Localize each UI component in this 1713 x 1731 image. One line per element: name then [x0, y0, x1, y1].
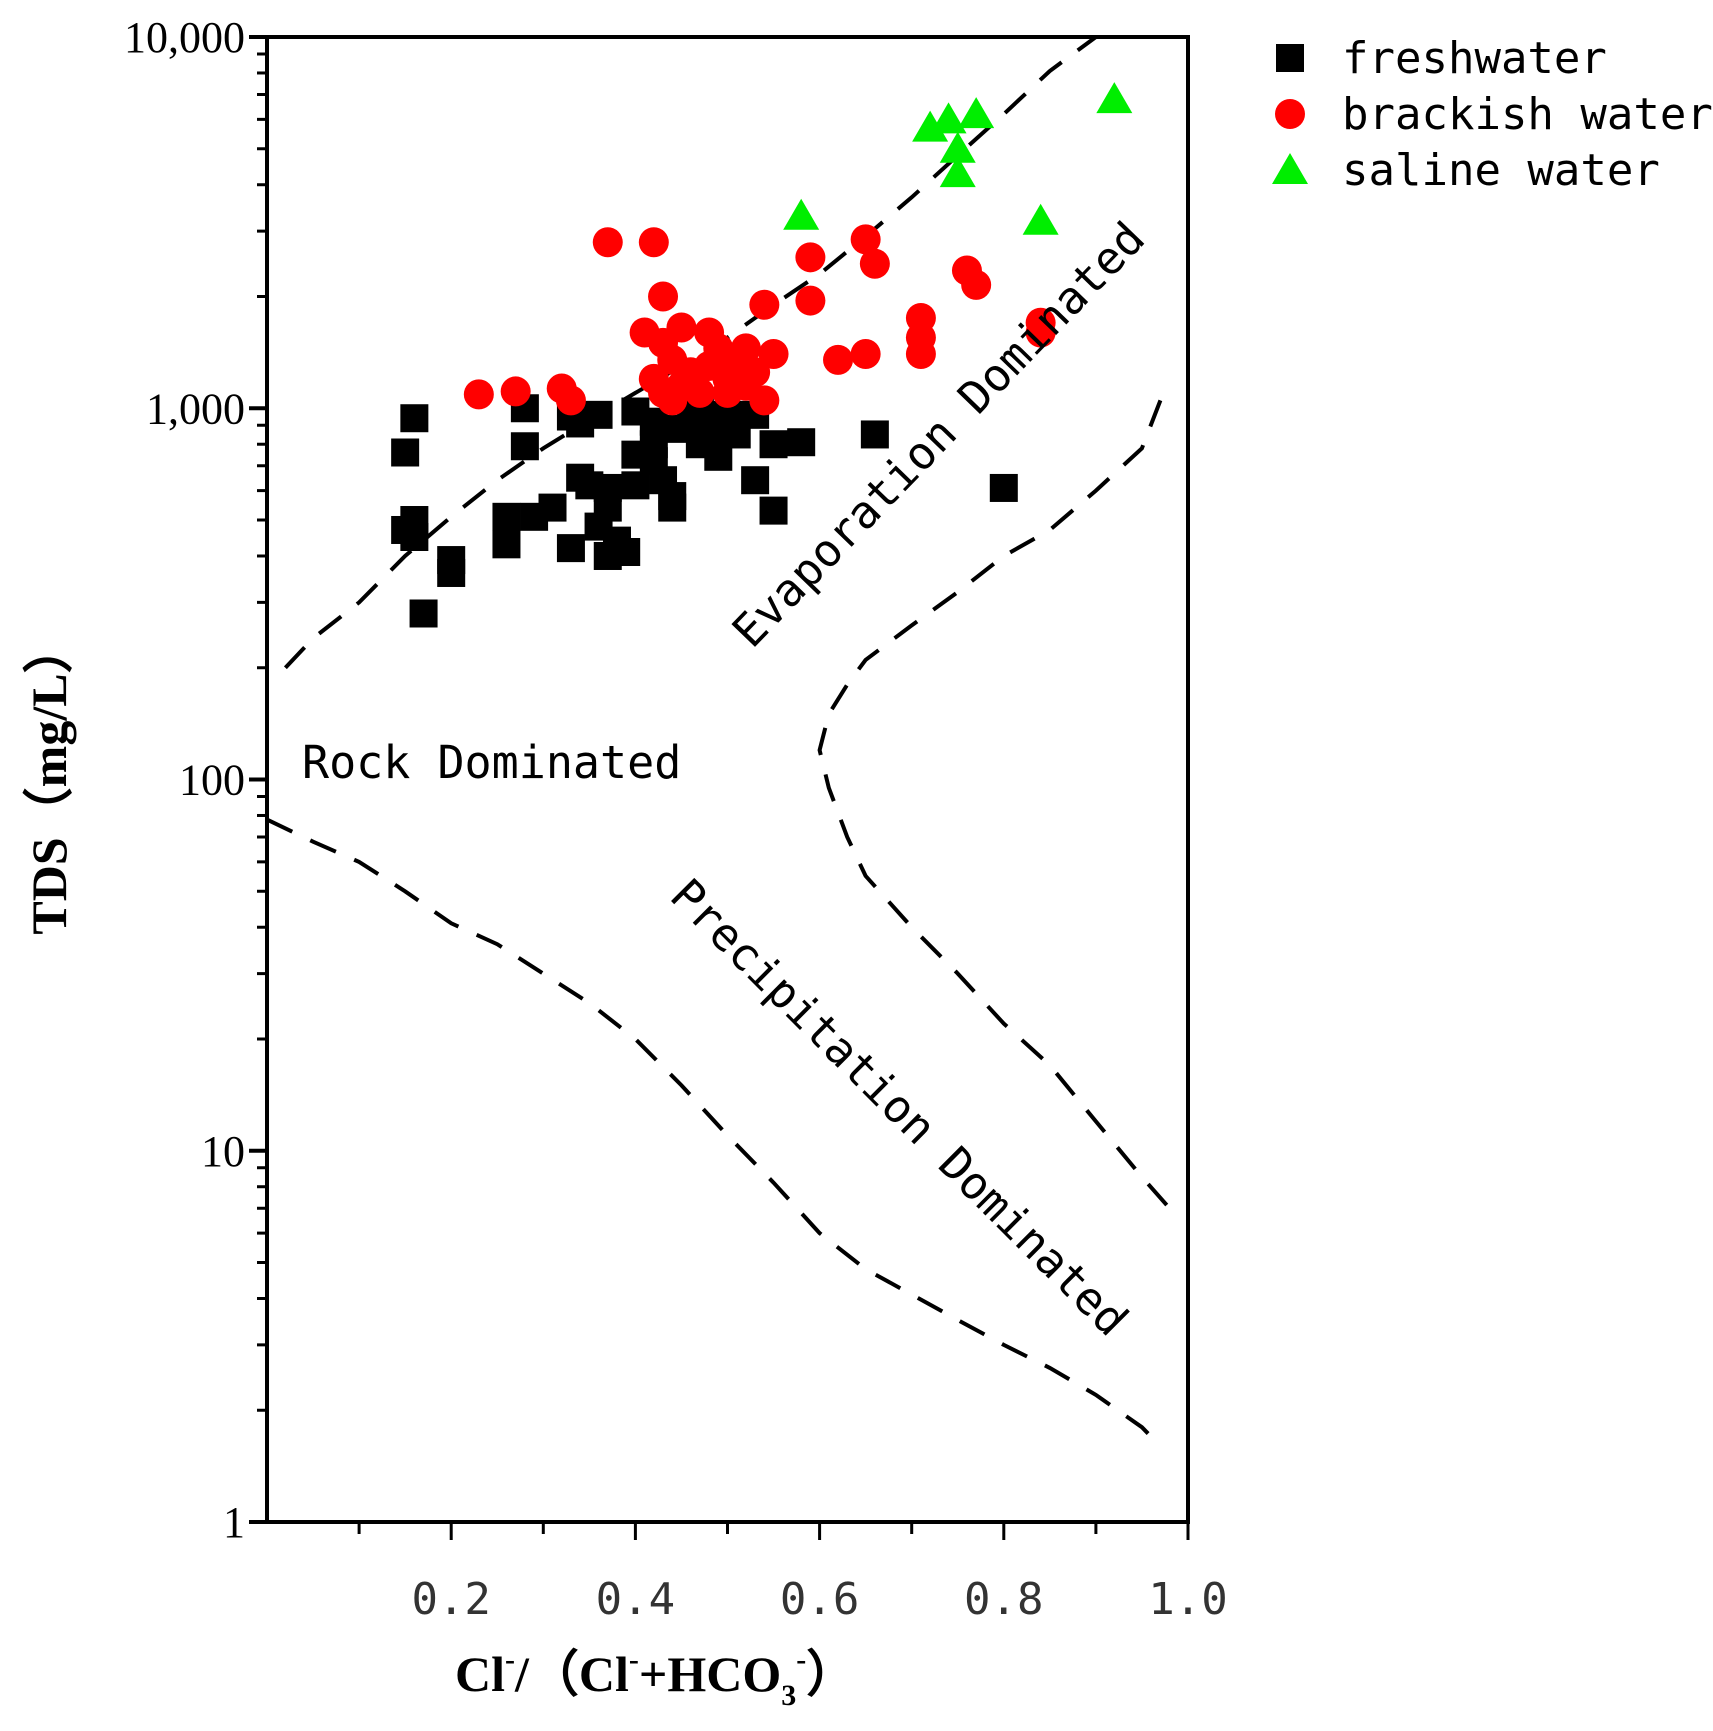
data-points [391, 82, 1133, 628]
point-saline-water [912, 110, 949, 142]
point-freshwater [759, 430, 788, 459]
point-saline-water [939, 156, 976, 188]
point-saline-water [958, 97, 995, 129]
point-freshwater [492, 502, 521, 531]
y-tick-label: 1 [223, 1498, 245, 1547]
point-brackish-water [555, 385, 586, 416]
point-freshwater [860, 420, 889, 449]
point-freshwater [741, 466, 770, 495]
point-brackish-water [749, 289, 780, 320]
series-freshwater [391, 394, 1018, 628]
point-brackish-water [859, 248, 890, 279]
point-brackish-water [749, 385, 780, 416]
y-tick-label: 10 [201, 1127, 245, 1176]
point-brackish-water [795, 285, 826, 316]
point-brackish-water [905, 303, 936, 334]
point-saline-water [1096, 82, 1133, 114]
point-freshwater [759, 496, 788, 525]
legend-label: saline water [1342, 145, 1660, 196]
point-freshwater [538, 493, 567, 522]
series-saline-water [783, 82, 1133, 235]
legend-label: brackish water [1342, 89, 1713, 140]
point-brackish-water [823, 344, 854, 375]
point-freshwater [584, 400, 613, 429]
point-brackish-water [758, 338, 789, 369]
point-brackish-water [730, 333, 761, 364]
x-title-sup-1: - [505, 1643, 515, 1676]
point-brackish-water [648, 281, 679, 312]
point-brackish-water [684, 377, 715, 408]
x-title-close: ） [806, 1646, 856, 1702]
x-tick-label: 0.4 [596, 1574, 675, 1625]
point-freshwater [612, 538, 641, 567]
y-tick-label: 10,000 [124, 13, 245, 62]
y-axis-ticks: 1 10 100 1,000 10,000 [124, 13, 267, 1547]
x-title-sup-2: - [629, 1643, 639, 1676]
legend-marker [1272, 153, 1308, 184]
point-freshwater [437, 546, 466, 575]
x-axis-title: Cl-/（Cl-+HCO3-） [455, 1643, 856, 1712]
legend-marker [1276, 44, 1304, 72]
legend-item: freshwater [1276, 33, 1607, 84]
x-tick-label: 1.0 [1148, 1574, 1227, 1625]
point-brackish-water [1025, 317, 1056, 348]
point-freshwater [787, 428, 816, 457]
point-saline-water [783, 198, 820, 230]
x-tick-label: 0.6 [780, 1574, 859, 1625]
point-freshwater [409, 599, 438, 628]
point-brackish-water [795, 242, 826, 273]
point-brackish-water [666, 312, 697, 343]
x-axis-ticks: 0.2 0.4 0.6 0.8 1.0 [357, 1522, 1228, 1625]
point-brackish-water [961, 269, 992, 300]
point-brackish-water [500, 376, 531, 407]
point-freshwater [556, 534, 585, 563]
point-saline-water [939, 131, 976, 163]
point-brackish-water [850, 224, 881, 255]
point-freshwater [621, 471, 650, 500]
legend-label: freshwater [1342, 33, 1607, 84]
point-saline-water [930, 102, 967, 134]
x-tick-label: 0.8 [964, 1574, 1043, 1625]
legend-item: saline water [1272, 145, 1660, 196]
x-tick-label: 0.2 [411, 1574, 490, 1625]
x-title-cl-1: Cl [455, 1646, 505, 1702]
x-title-sub: 3 [781, 1679, 796, 1712]
point-brackish-water [740, 357, 771, 388]
point-brackish-water [850, 338, 881, 369]
x-title-sup-3: - [796, 1643, 806, 1676]
point-freshwater [989, 473, 1018, 502]
x-title-hco: +HCO [639, 1646, 781, 1702]
point-freshwater [658, 493, 687, 522]
point-freshwater [510, 432, 539, 461]
point-freshwater [391, 438, 420, 467]
point-brackish-water [592, 227, 623, 258]
legend-item: brackish water [1275, 89, 1713, 140]
region-label-rock: Rock Dominated [302, 736, 681, 789]
legend-marker [1275, 99, 1305, 129]
point-freshwater [400, 404, 429, 433]
point-saline-water [1022, 203, 1059, 235]
boundary-middle [817, 399, 1172, 1210]
y-tick-label: 1,000 [146, 384, 245, 433]
point-freshwater [492, 530, 521, 559]
point-brackish-water [638, 227, 669, 258]
series-brackish-water [463, 224, 1056, 416]
x-title-open: /（ [514, 1646, 579, 1702]
point-brackish-water [463, 379, 494, 410]
y-tick-label: 100 [179, 756, 245, 805]
x-title-cl-2: Cl [579, 1646, 629, 1702]
point-freshwater [400, 522, 429, 551]
y-axis-title: TDS（mg/L） [21, 623, 77, 934]
